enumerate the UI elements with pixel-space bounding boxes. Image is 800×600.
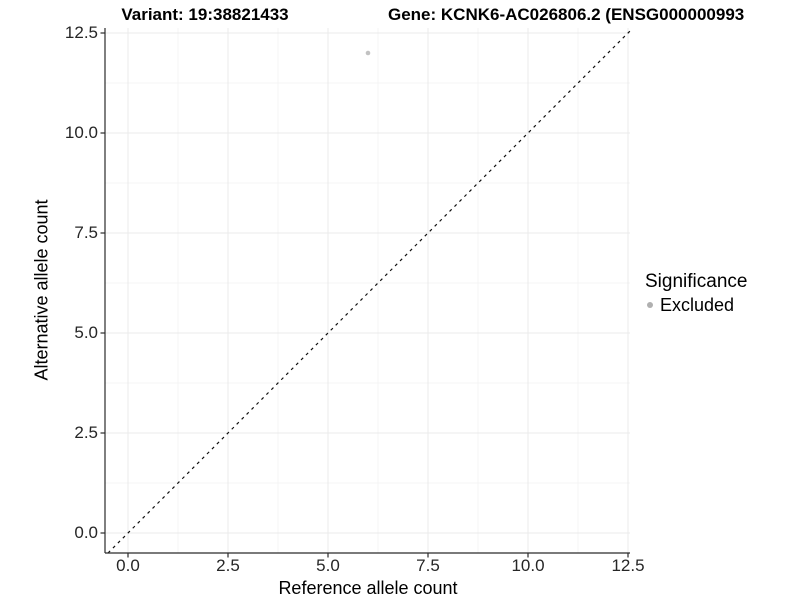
gene-title: Gene: KCNK6-AC026806.2 (ENSG000000993 bbox=[388, 5, 745, 24]
legend: Significance Excluded bbox=[645, 271, 747, 315]
x-tick-label: 5.0 bbox=[316, 556, 340, 575]
y-tick-label: 2.5 bbox=[74, 423, 98, 442]
legend-point-icon bbox=[647, 302, 653, 308]
identity-reference-line bbox=[107, 30, 631, 554]
data-point bbox=[365, 50, 371, 56]
legend-item-excluded: Excluded bbox=[645, 295, 747, 315]
x-axis-title: Reference allele count bbox=[278, 578, 458, 598]
x-tick-label: 0.0 bbox=[116, 556, 140, 575]
y-tick-label: 7.5 bbox=[74, 223, 98, 242]
y-tick-label: 10.0 bbox=[64, 123, 98, 142]
legend-title: Significance bbox=[645, 271, 748, 292]
y-axis-title: Alternative allele count bbox=[31, 199, 52, 381]
x-tick-label: 7.5 bbox=[416, 556, 440, 575]
legend-item-label: Excluded bbox=[660, 295, 735, 315]
y-tick-label: 0.0 bbox=[74, 523, 98, 542]
x-tick-label: 2.5 bbox=[216, 556, 240, 575]
y-tick-label: 12.5 bbox=[64, 23, 98, 42]
x-tick-label: 10.0 bbox=[511, 556, 545, 575]
x-tick-label: 12.5 bbox=[611, 556, 645, 575]
variant-title: Variant: 19:38821433 bbox=[121, 5, 289, 24]
y-tick-label: 5.0 bbox=[74, 323, 98, 342]
